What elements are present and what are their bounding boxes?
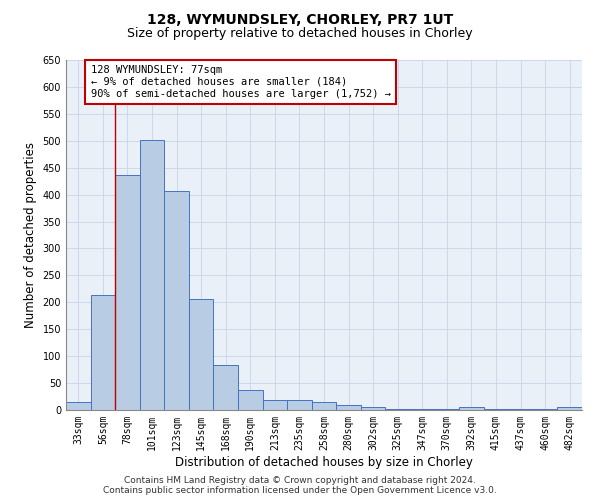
Bar [557, 408, 582, 410]
Bar [238, 390, 263, 410]
Bar [459, 408, 484, 410]
Bar [287, 400, 312, 410]
Bar [214, 365, 238, 410]
Bar [312, 402, 336, 410]
Bar [115, 174, 140, 410]
Bar [336, 404, 361, 410]
Bar [140, 140, 164, 410]
Text: Size of property relative to detached houses in Chorley: Size of property relative to detached ho… [127, 28, 473, 40]
Bar [66, 402, 91, 410]
X-axis label: Distribution of detached houses by size in Chorley: Distribution of detached houses by size … [175, 456, 473, 468]
Bar [361, 407, 385, 410]
Bar [189, 298, 214, 410]
Bar [164, 191, 189, 410]
Text: 128 WYMUNDSLEY: 77sqm
← 9% of detached houses are smaller (184)
90% of semi-deta: 128 WYMUNDSLEY: 77sqm ← 9% of detached h… [91, 66, 391, 98]
Bar [91, 296, 115, 410]
Text: 128, WYMUNDSLEY, CHORLEY, PR7 1UT: 128, WYMUNDSLEY, CHORLEY, PR7 1UT [147, 12, 453, 26]
Bar [263, 400, 287, 410]
Y-axis label: Number of detached properties: Number of detached properties [24, 142, 37, 328]
Text: Contains HM Land Registry data © Crown copyright and database right 2024.
Contai: Contains HM Land Registry data © Crown c… [103, 476, 497, 495]
